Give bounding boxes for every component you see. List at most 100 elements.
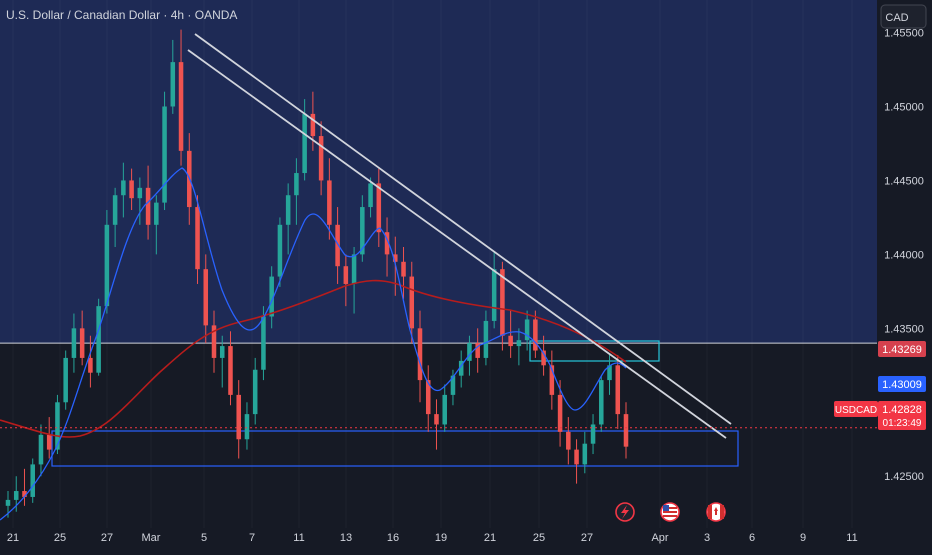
support-zone[interactable] — [51, 430, 739, 467]
candle-body — [38, 434, 44, 465]
lower-trend-line[interactable] — [187, 49, 727, 439]
candle-body — [458, 360, 464, 376]
candle-body — [343, 266, 349, 284]
price-tick-label: 1.43500 — [884, 323, 924, 335]
candle-body — [351, 254, 357, 284]
candle-body — [63, 357, 68, 403]
us-flag-icon[interactable] — [660, 502, 680, 522]
candle-body — [22, 491, 27, 497]
upper-trend-line[interactable] — [194, 33, 732, 425]
candle-body — [71, 328, 77, 358]
time-tick-label: 21 — [484, 532, 496, 544]
candle-body — [442, 394, 447, 425]
candle-body — [516, 340, 522, 347]
candle-body — [393, 254, 398, 262]
candle-body — [5, 499, 11, 506]
candle-body — [368, 183, 373, 208]
candles — [5, 29, 629, 518]
price-label-level-1: 1.43269 — [878, 341, 926, 357]
candle-body — [483, 320, 489, 358]
time-tick-label: 11 — [846, 532, 857, 544]
candle-body — [219, 346, 225, 358]
candle-body — [252, 369, 258, 415]
time-tick-label: 27 — [581, 532, 593, 544]
candle-body — [277, 224, 283, 277]
time-tick-label: 11 — [293, 532, 304, 544]
candle-body — [302, 113, 307, 174]
candle-body — [46, 434, 52, 450]
candle-body — [96, 306, 101, 373]
candle-body — [376, 183, 382, 233]
currency-button[interactable]: CAD — [880, 4, 927, 29]
candle-body — [401, 261, 406, 277]
candle-body — [30, 464, 35, 497]
symbol-label: USDCAD — [834, 401, 878, 417]
candle-body — [178, 62, 184, 151]
svg-text:CAD: CAD — [885, 12, 908, 24]
candle-body — [137, 187, 143, 199]
price-tick-label: 1.44000 — [884, 249, 924, 261]
candle-body — [557, 394, 563, 432]
candle-body — [310, 113, 316, 137]
candle-body — [294, 173, 299, 196]
price-tick-label: 1.44500 — [884, 175, 924, 187]
time-tick-label: 25 — [533, 532, 545, 544]
candle-body — [524, 319, 530, 341]
candle-body — [335, 224, 340, 267]
candle-body — [574, 449, 579, 465]
candle-countdown: 01:23:49 — [883, 418, 922, 429]
candle-body — [211, 325, 217, 358]
candle-body — [269, 276, 274, 317]
candle-body — [582, 443, 588, 465]
candle-body — [170, 62, 176, 107]
time-tick-label: 27 — [101, 532, 113, 544]
price-label-level-2: 1.43009 — [878, 376, 926, 392]
candle-body — [104, 224, 110, 307]
candle-body — [384, 232, 390, 255]
candle-body — [145, 187, 151, 225]
candle-body — [285, 195, 291, 225]
flash-icon[interactable] — [615, 502, 635, 522]
time-tick-label: 21 — [7, 532, 19, 544]
last-price-label: 1.42828 01:23:49 — [878, 401, 926, 430]
candle-body — [566, 431, 571, 450]
time-tick-label: Apr — [651, 532, 668, 544]
canada-flag-icon[interactable] — [706, 502, 726, 522]
candle-body — [261, 316, 266, 370]
candle-body — [425, 380, 431, 415]
candle-body — [417, 328, 423, 381]
candle-body — [244, 414, 250, 440]
candle-body — [475, 343, 480, 358]
trend-lines[interactable] — [187, 33, 732, 439]
candle-body — [450, 375, 456, 395]
chart-background-upper — [0, 0, 877, 344]
time-tick-label: 6 — [749, 532, 755, 544]
candle-body — [409, 276, 415, 329]
candle-body — [13, 491, 19, 500]
svg-text:1.43269: 1.43269 — [882, 344, 922, 356]
candle-body — [607, 365, 612, 381]
candle-body — [327, 180, 332, 225]
candle-body — [500, 269, 505, 336]
candle-body — [615, 365, 621, 415]
candle-body — [491, 269, 497, 321]
time-tick-label: 7 — [249, 532, 255, 544]
ema-slow-line — [0, 279, 627, 438]
time-tick-label: 13 — [340, 532, 352, 544]
candle-body — [590, 424, 596, 444]
candle-body — [318, 136, 324, 181]
chart-title: U.S. Dollar / Canadian Dollar · 4h · OAN… — [6, 8, 237, 22]
candle-body — [203, 269, 209, 326]
candle-body — [162, 106, 167, 203]
ema-fast-line — [0, 167, 627, 521]
candle-body — [360, 207, 365, 255]
time-tick-label: 9 — [800, 532, 806, 544]
time-tick-label: 5 — [201, 532, 207, 544]
price-tick-label: 1.45000 — [884, 101, 924, 113]
price-axis[interactable]: 1.45500 1.45000 1.44500 1.44000 1.43500 1.425… — [884, 28, 924, 484]
time-tick-label: 19 — [435, 532, 447, 544]
candle-body — [533, 319, 538, 351]
time-axis[interactable]: 21 25 27 Mar 5 7 11 13 16 19 21 25 27 Apr 3 6 9 11 — [7, 532, 858, 544]
